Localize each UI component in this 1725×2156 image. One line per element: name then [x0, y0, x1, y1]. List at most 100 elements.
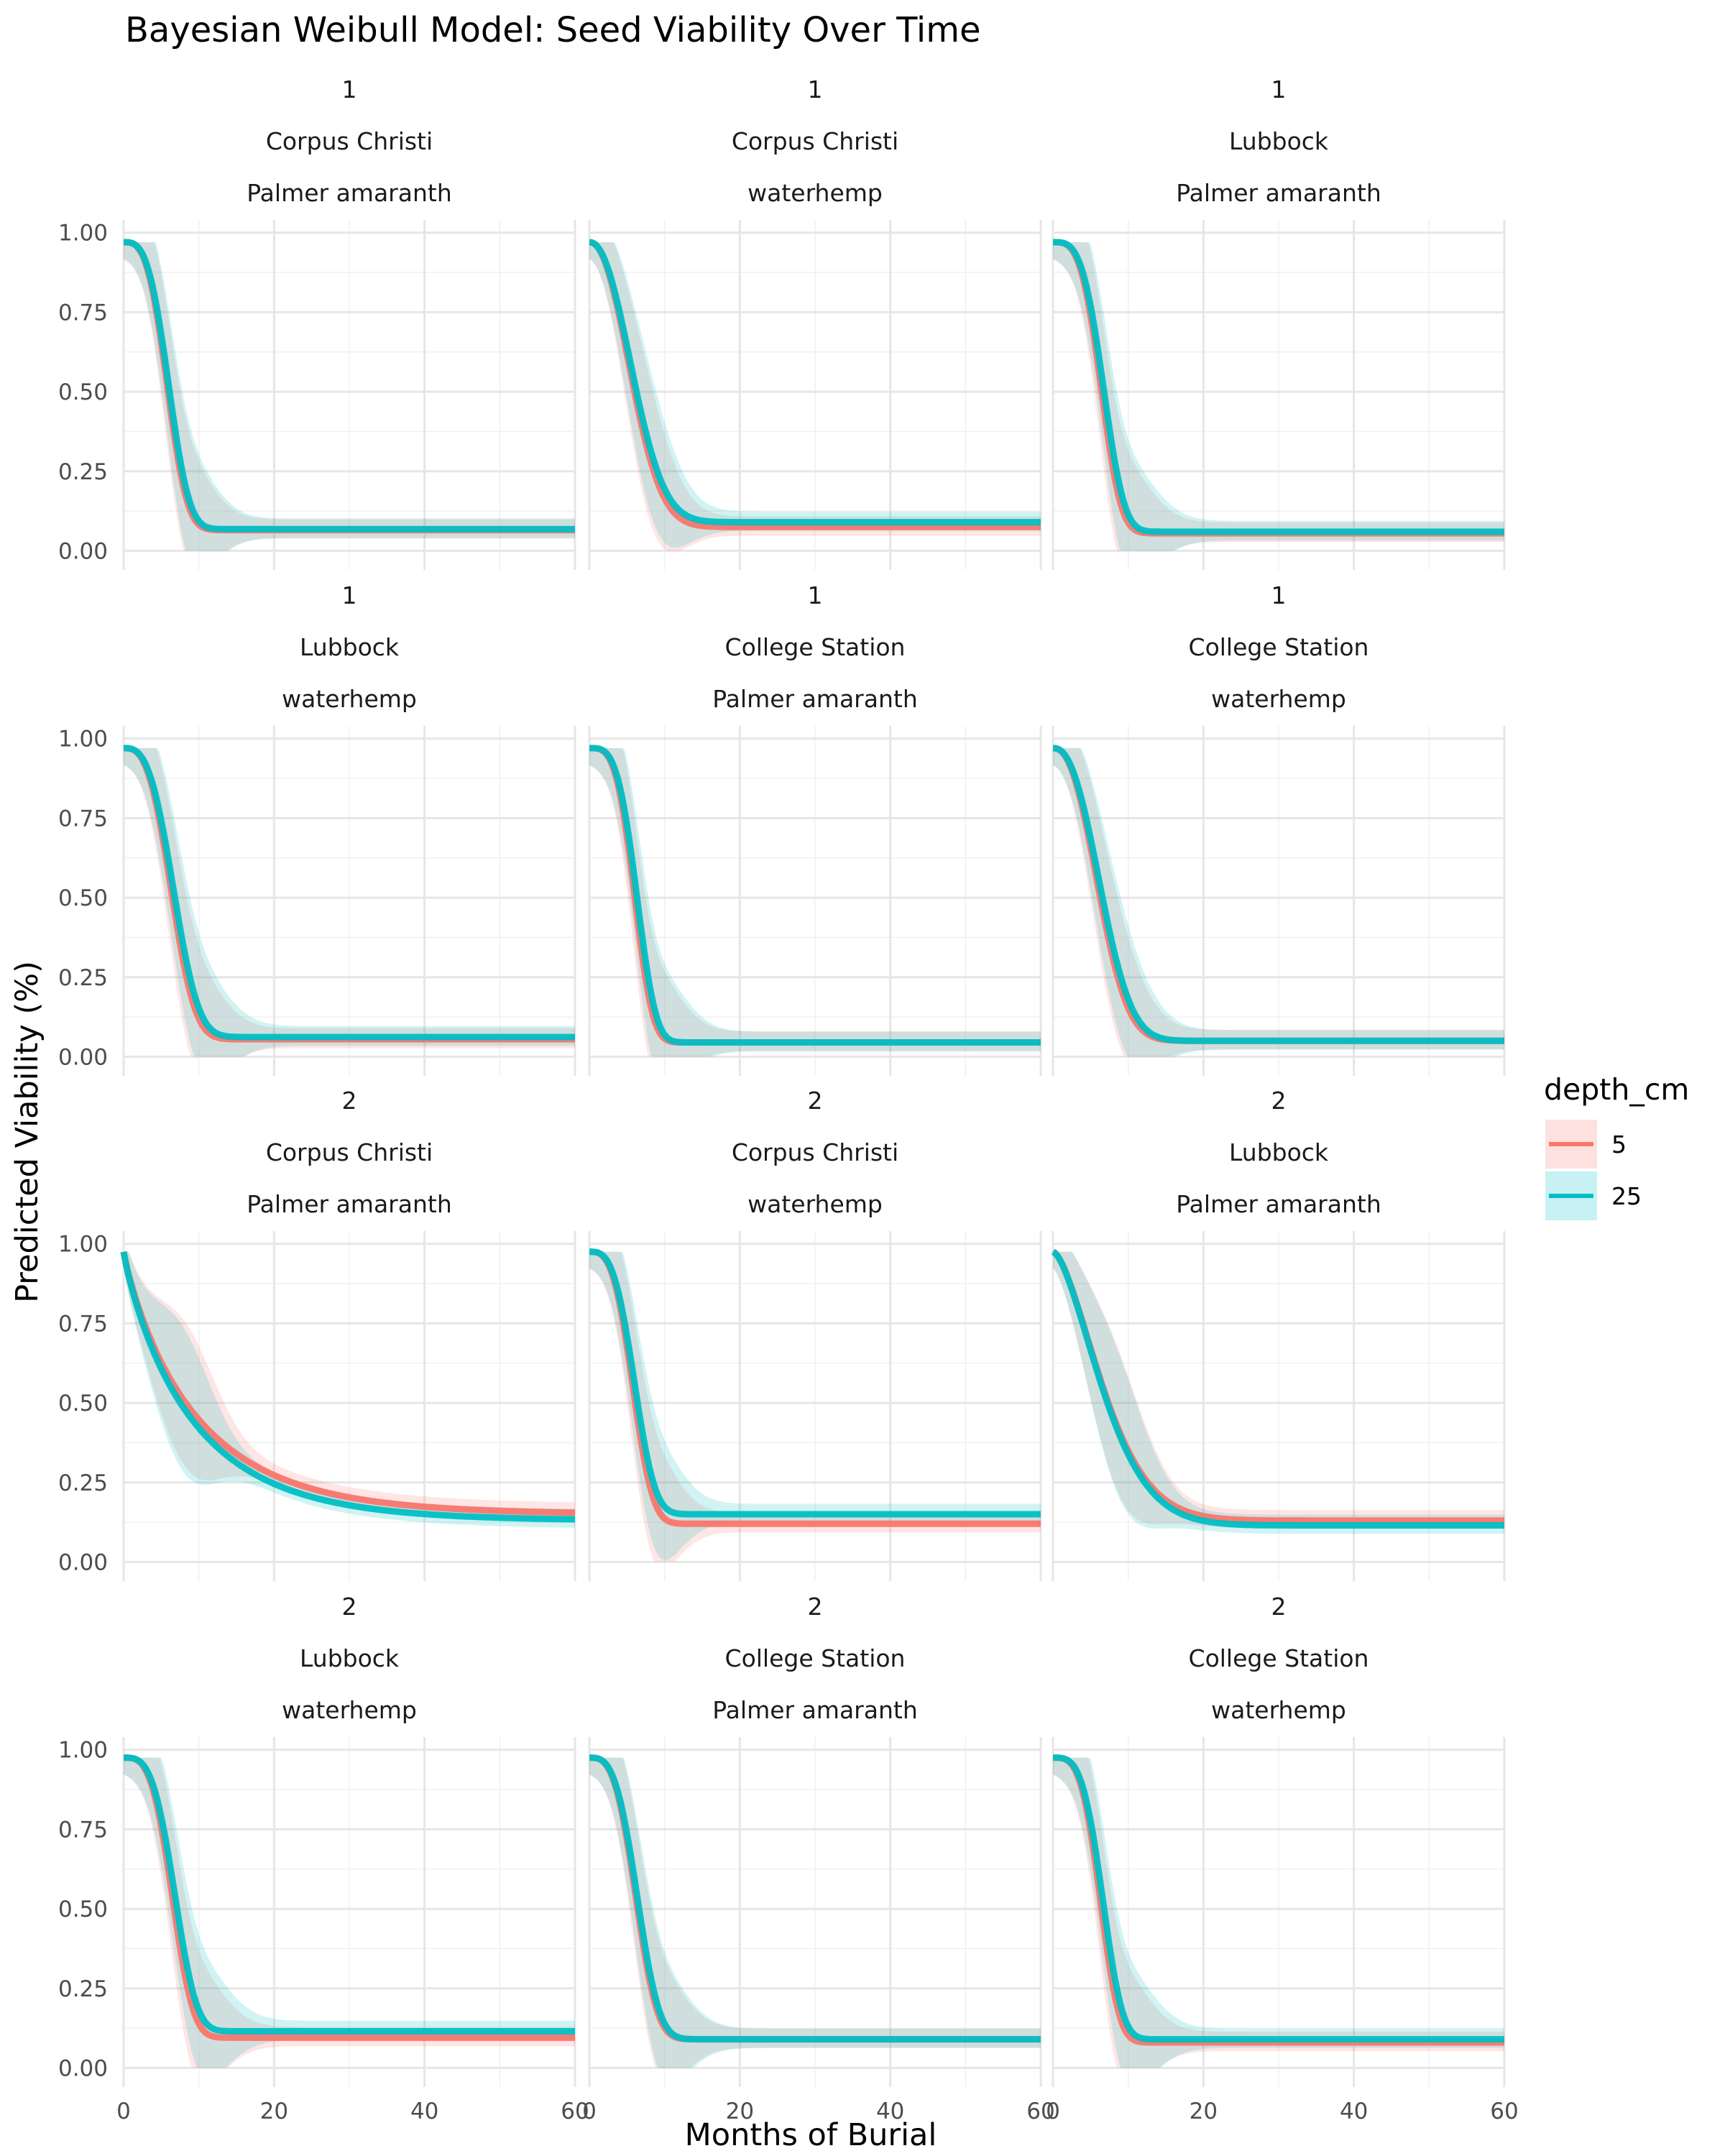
strip-label: Corpus Christi [732, 1138, 898, 1166]
strip-label: Corpus Christi [266, 1138, 433, 1166]
y-tick-label: 1.00 [58, 727, 108, 752]
y-tick-label: 0.50 [58, 1897, 108, 1922]
line-depth-25 [1052, 239, 1506, 535]
strip-label: 1 [1271, 581, 1287, 609]
facet-panel-6: 1 College Station waterhemp [1052, 581, 1506, 1076]
line-depth-25 [120, 1250, 576, 1523]
y-tick-label: 0.25 [58, 965, 108, 991]
legend-label-25: 25 [1611, 1182, 1642, 1210]
chart-title: Bayesian Weibull Model: Seed Viability O… [125, 10, 981, 50]
y-tick-label: 0.25 [58, 1470, 108, 1496]
strip-label: 2 [808, 1087, 823, 1115]
line-depth-25 [122, 1754, 576, 2035]
line-depth-25 [588, 745, 1042, 1046]
strip-label: Lubbock [300, 1644, 400, 1672]
facet-panel-9: 2 Lubbock Palmer amaranth [1051, 1087, 1506, 1581]
x-tick-label: 40 [1340, 2099, 1368, 2124]
strip-label: 1 [808, 581, 823, 609]
y-tick-label: 0.25 [58, 459, 108, 485]
y-tick-label: 0.75 [58, 300, 108, 326]
strip-label: 2 [808, 1593, 823, 1621]
strip-label: 2 [1271, 1593, 1287, 1621]
facet-panel-8: 2 Corpus Christi waterhemp [588, 1087, 1042, 1581]
x-tick-label: 0 [116, 2099, 131, 2124]
y-tick-label: 0.75 [58, 806, 108, 831]
x-tick-label: 60 [561, 2099, 589, 2124]
y-tick-label: 1.00 [58, 1738, 108, 1764]
y-axis-title: Predicted Viability (%) [9, 961, 45, 1303]
x-tick-label: 60 [1490, 2099, 1518, 2124]
facet-panel-4: 1 Lubbock waterhemp 0.00 0.25 0.50 0.75 1.00 [58, 581, 576, 1076]
line-depth-25 [588, 239, 1042, 526]
strip-label: College Station [725, 633, 906, 661]
line-depth-25 [1052, 745, 1506, 1044]
y-tick-label: 0.25 [58, 1976, 108, 2002]
legend-title: depth_cm [1544, 1072, 1689, 1107]
y-tick-label: 0.50 [58, 379, 108, 405]
strip-label: College Station [725, 1644, 906, 1672]
ribbon-depth-5 [589, 1251, 1041, 1562]
strip-label: Lubbock [1229, 1138, 1329, 1166]
facet-panel-12: 2 College Station waterhemp 0 20 40 60 [1046, 1593, 1519, 2124]
x-axis-title: Months of Burial [685, 2117, 937, 2153]
strip-label: Lubbock [300, 633, 400, 661]
facet-panel-11: 2 College Station Palmer amaranth 0 20 40 60 [582, 1593, 1055, 2124]
ribbon-depth-25 [124, 242, 575, 551]
x-tick-label: 0 [582, 2099, 597, 2124]
strip-label: waterhemp [748, 1190, 883, 1218]
strip-label: 2 [342, 1087, 357, 1115]
facet-panel-1: 1 Corpus Christi Palmer amaranth 0.00 0.25 0.… [58, 75, 576, 570]
facet-panel-5: 1 College Station Palmer amaranth [588, 581, 1042, 1076]
line-depth-25 [122, 745, 576, 1041]
y-tick-label: 0.75 [58, 1817, 108, 1843]
x-tick-label: 40 [876, 2099, 904, 2124]
strip-label: waterhemp [282, 1696, 417, 1724]
x-tick-label: 20 [1190, 2099, 1218, 2124]
y-tick-label: 0.50 [58, 885, 108, 911]
strip-label: Palmer amaranth [1176, 179, 1381, 207]
y-tick-label: 1.00 [58, 1232, 108, 1258]
strip-label: waterhemp [282, 685, 417, 713]
line-depth-25 [588, 1754, 1042, 2043]
strip-label: Palmer amaranth [247, 179, 451, 207]
strip-label: Palmer amaranth [712, 685, 917, 713]
y-tick-label: 0.00 [58, 1044, 108, 1070]
strip-label: 2 [1271, 1087, 1287, 1115]
ribbon-depth-25 [589, 242, 1041, 548]
x-tick-label: 60 [1026, 2099, 1054, 2124]
x-tick-label: 20 [260, 2099, 288, 2124]
legend-label-5: 5 [1611, 1130, 1627, 1158]
strip-label: College Station [1189, 633, 1369, 661]
strip-label: waterhemp [1211, 1696, 1346, 1724]
facet-panel-7: 2 Corpus Christi Palmer amaranth 0.00 0.25 0.… [58, 1087, 576, 1581]
y-tick-label: 1.00 [58, 221, 108, 247]
strip-label: Palmer amaranth [712, 1696, 917, 1724]
strip-label: 1 [1271, 75, 1287, 103]
x-tick-label: 40 [410, 2099, 438, 2124]
line-depth-25 [588, 1248, 1042, 1518]
y-tick-label: 0.00 [58, 538, 108, 564]
line-depth-5 [588, 239, 1042, 530]
line-depth-25 [1051, 1248, 1506, 1529]
line-depth-25 [1052, 1754, 1506, 2043]
y-tick-label: 0.00 [58, 1549, 108, 1575]
strip-label: 1 [342, 581, 357, 609]
strip-label: 2 [342, 1593, 357, 1621]
strip-label: College Station [1189, 1644, 1369, 1672]
ribbon-depth-5 [124, 242, 575, 551]
strip-label: Lubbock [1229, 127, 1329, 155]
line-depth-25 [122, 239, 576, 533]
strip-label: Palmer amaranth [1176, 1190, 1381, 1218]
y-tick-label: 0.00 [58, 2055, 108, 2081]
y-tick-label: 0.75 [58, 1311, 108, 1337]
x-tick-label: 20 [726, 2099, 754, 2124]
y-tick-label: 0.50 [58, 1391, 108, 1416]
legend: depth_cm 5 25 [1544, 1072, 1689, 1220]
facet-panel-2: 1 Corpus Christi waterhemp [588, 75, 1042, 570]
facet-panel-3: 1 Lubbock Palmer amaranth [1052, 75, 1506, 570]
strip-label: 1 [342, 75, 357, 103]
strip-label: 1 [808, 75, 823, 103]
strip-label: waterhemp [748, 179, 883, 207]
line-depth-5 [122, 1754, 576, 2041]
